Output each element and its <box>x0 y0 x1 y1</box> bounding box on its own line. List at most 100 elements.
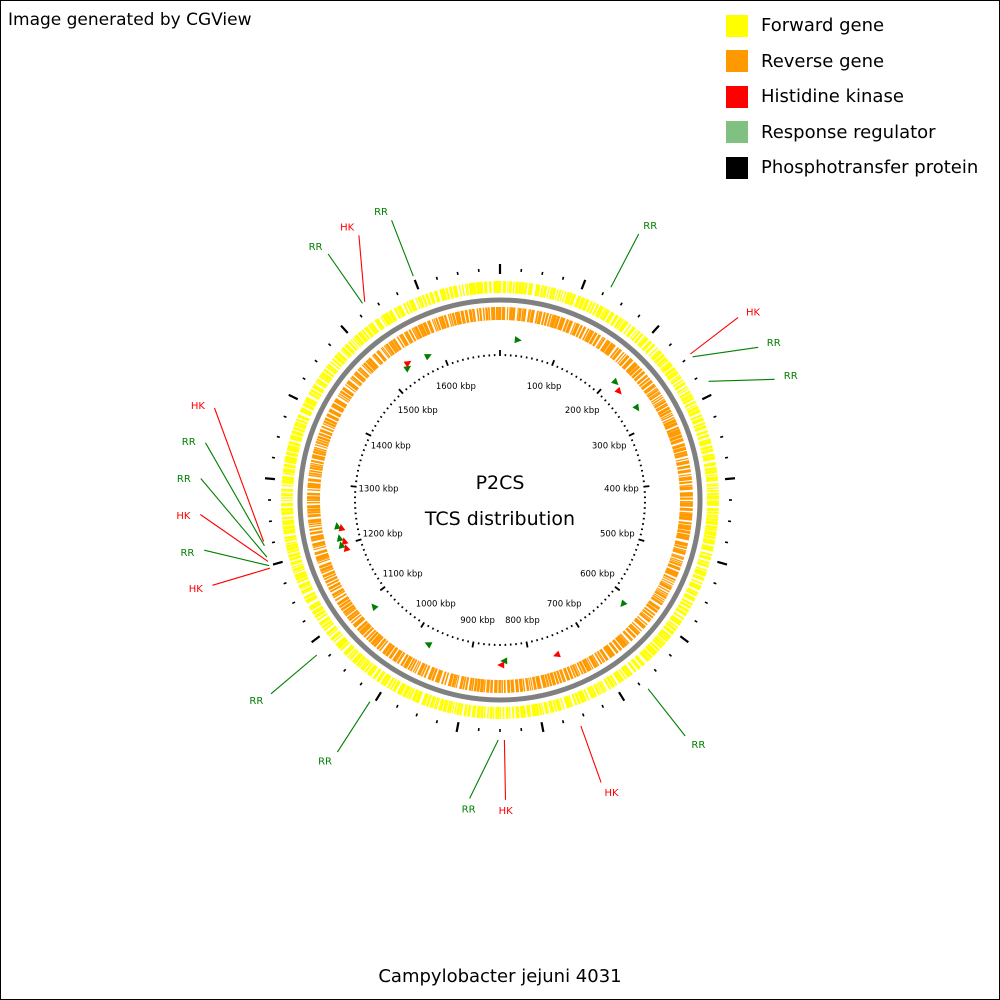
forward-gene-mark <box>312 383 325 393</box>
reverse-gene-mark <box>549 672 557 686</box>
forward-gene-mark <box>308 393 320 401</box>
forward-gene-mark <box>653 636 665 647</box>
reverse-gene-mark <box>636 615 648 626</box>
reverse-gene-mark <box>456 311 463 325</box>
forward-gene-mark <box>341 346 353 358</box>
forward-gene-mark <box>325 625 338 636</box>
forward-gene-mark <box>678 604 690 612</box>
callout-leader <box>199 514 269 562</box>
reverse-gene-mark <box>319 564 334 573</box>
ruler-tick <box>451 361 454 365</box>
ruler-tick <box>444 359 449 367</box>
ruler-tick <box>374 424 377 428</box>
ruler-tick <box>565 627 569 630</box>
response-regulator-marker <box>514 336 522 344</box>
forward-gene-mark <box>439 289 444 302</box>
reverse-gene-mark <box>311 537 325 542</box>
reverse-gene-mark <box>326 579 340 587</box>
forward-gene-mark <box>706 511 719 515</box>
hk-callout-label: HK <box>191 401 206 412</box>
forward-gene-mark <box>393 307 402 320</box>
forward-gene-mark <box>667 371 679 381</box>
ruler-tick <box>614 586 621 592</box>
forward-gene-mark <box>318 375 330 384</box>
reverse-gene-mark <box>566 666 574 680</box>
reverse-gene-mark <box>569 665 577 678</box>
reverse-gene-mark <box>678 523 692 528</box>
callout-leader <box>358 235 366 302</box>
forward-gene-mark <box>323 369 334 378</box>
forward-gene-mark <box>287 549 300 554</box>
forward-gene-mark <box>471 705 477 718</box>
forward-gene-mark <box>649 641 660 652</box>
forward-gene-track <box>280 280 720 720</box>
forward-gene-mark <box>288 440 301 447</box>
forward-gene-mark <box>681 597 693 606</box>
forward-gene-mark <box>349 650 360 661</box>
position-ruler: 100 kbp 200 kbp 300 kbp 400 kbp 500 kbp 600 k… <box>350 350 650 648</box>
forward-gene-mark <box>646 644 657 655</box>
legend-item-reverse-gene: Reverse gene <box>726 44 978 80</box>
reverse-gene-mark <box>392 649 402 662</box>
forward-gene-mark <box>325 365 337 375</box>
legend-swatch-reverse-gene <box>726 50 748 73</box>
forward-gene-mark <box>429 695 436 709</box>
reverse-gene-mark <box>389 340 400 353</box>
forward-gene-mark <box>305 396 318 406</box>
reverse-gene-mark <box>620 633 630 644</box>
forward-gene-mark <box>283 528 296 535</box>
forward-gene-mark <box>705 473 718 477</box>
forward-gene-mark <box>330 630 342 641</box>
outer-tick <box>724 456 729 459</box>
reverse-gene-mark <box>648 390 660 400</box>
reverse-gene-mark <box>643 383 655 393</box>
reverse-gene-mark <box>660 580 673 588</box>
ruler-tick <box>379 415 383 419</box>
callout-leader <box>647 688 686 737</box>
reverse-gene-mark <box>621 358 634 370</box>
reverse-gene-mark <box>675 540 689 545</box>
reverse-gene-mark <box>639 377 651 388</box>
reverse-gene-mark <box>653 398 665 407</box>
forward-gene-mark <box>706 489 719 493</box>
legend-swatch-histidine-kinase <box>726 85 748 108</box>
forward-gene-mark <box>523 282 528 295</box>
ruler-tick <box>551 633 554 637</box>
reverse-gene-mark <box>588 332 598 345</box>
forward-gene-mark <box>706 484 719 487</box>
reverse-gene-mark <box>565 320 572 333</box>
forward-gene-mark <box>539 285 545 298</box>
reverse-gene-mark <box>674 540 688 547</box>
reverse-gene-mark <box>384 644 396 657</box>
callout-leader <box>503 739 507 800</box>
reverse-gene-mark <box>309 527 323 532</box>
reverse-gene-mark <box>336 595 350 606</box>
reverse-gene-mark <box>317 435 331 443</box>
forward-gene-mark <box>701 545 714 552</box>
forward-gene-mark <box>303 591 316 600</box>
forward-gene-mark <box>298 580 311 589</box>
reverse-gene-mark <box>569 322 577 335</box>
reverse-gene-mark <box>338 599 352 609</box>
reverse-gene-mark <box>486 679 491 693</box>
ruler-tick-label: 1100 kbp <box>383 570 423 580</box>
forward-gene-mark <box>308 600 321 610</box>
reverse-gene-mark <box>640 380 653 391</box>
reverse-gene-mark <box>574 663 581 676</box>
reverse-gene-mark <box>625 627 637 639</box>
reverse-gene-mark <box>674 450 688 457</box>
forward-gene-mark <box>665 622 677 632</box>
ruler-tick <box>368 563 372 566</box>
forward-gene-mark <box>345 646 355 656</box>
ruler-tick <box>461 358 464 361</box>
reverse-gene-mark <box>365 629 377 641</box>
reverse-gene-mark <box>510 679 514 693</box>
forward-gene-mark <box>667 620 679 629</box>
forward-gene-mark <box>428 291 436 305</box>
reverse-gene-mark <box>666 426 680 434</box>
forward-gene-mark <box>699 439 712 447</box>
reverse-gene-mark <box>444 672 450 686</box>
forward-gene-mark <box>642 648 652 660</box>
reverse-gene-mark <box>656 403 669 412</box>
ruler-tick <box>579 619 583 622</box>
